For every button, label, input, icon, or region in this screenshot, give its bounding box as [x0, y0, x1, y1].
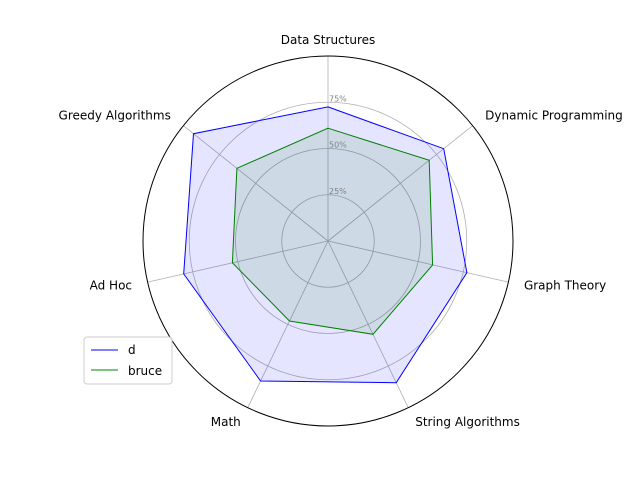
grid-circle-0	[281, 194, 375, 288]
grid-circle-1	[235, 148, 421, 334]
axis-label-greedy-algorithms: Greedy Algorithms	[59, 109, 171, 123]
legend: d bruce	[83, 336, 173, 385]
axis-label-string-algorithms: String Algorithms	[415, 415, 520, 429]
legend-label-bruce: bruce	[128, 364, 162, 378]
grid-layer	[147, 56, 509, 408]
axis-label-graph-theory: Graph Theory	[524, 279, 606, 293]
frame-layer	[142, 55, 514, 427]
series-area-bruce	[232, 128, 433, 335]
radial-tick-label: 50%	[329, 141, 347, 150]
series-area-d	[183, 106, 467, 383]
axis-label-math: Math	[211, 415, 241, 429]
legend-frame	[83, 336, 173, 385]
series-line-bruce	[231, 127, 434, 335]
series-layer	[183, 106, 468, 384]
legend-label-d: d	[128, 343, 136, 357]
label-layer: 25% 50% 75% Data Structures Dynamic Programm…	[59, 33, 623, 429]
axis-label-data-structures: Data Structures	[281, 33, 376, 47]
axis-label-dynamic-programming: Dynamic Programming	[485, 109, 623, 123]
grid-circle-2	[188, 101, 468, 381]
radial-tick-label: 75%	[329, 94, 347, 103]
axis-label-ad-hoc: Ad Hoc	[90, 279, 132, 293]
radial-tick-label: 25%	[329, 187, 347, 196]
polar-frame	[142, 55, 514, 427]
series-line-d	[183, 106, 468, 384]
